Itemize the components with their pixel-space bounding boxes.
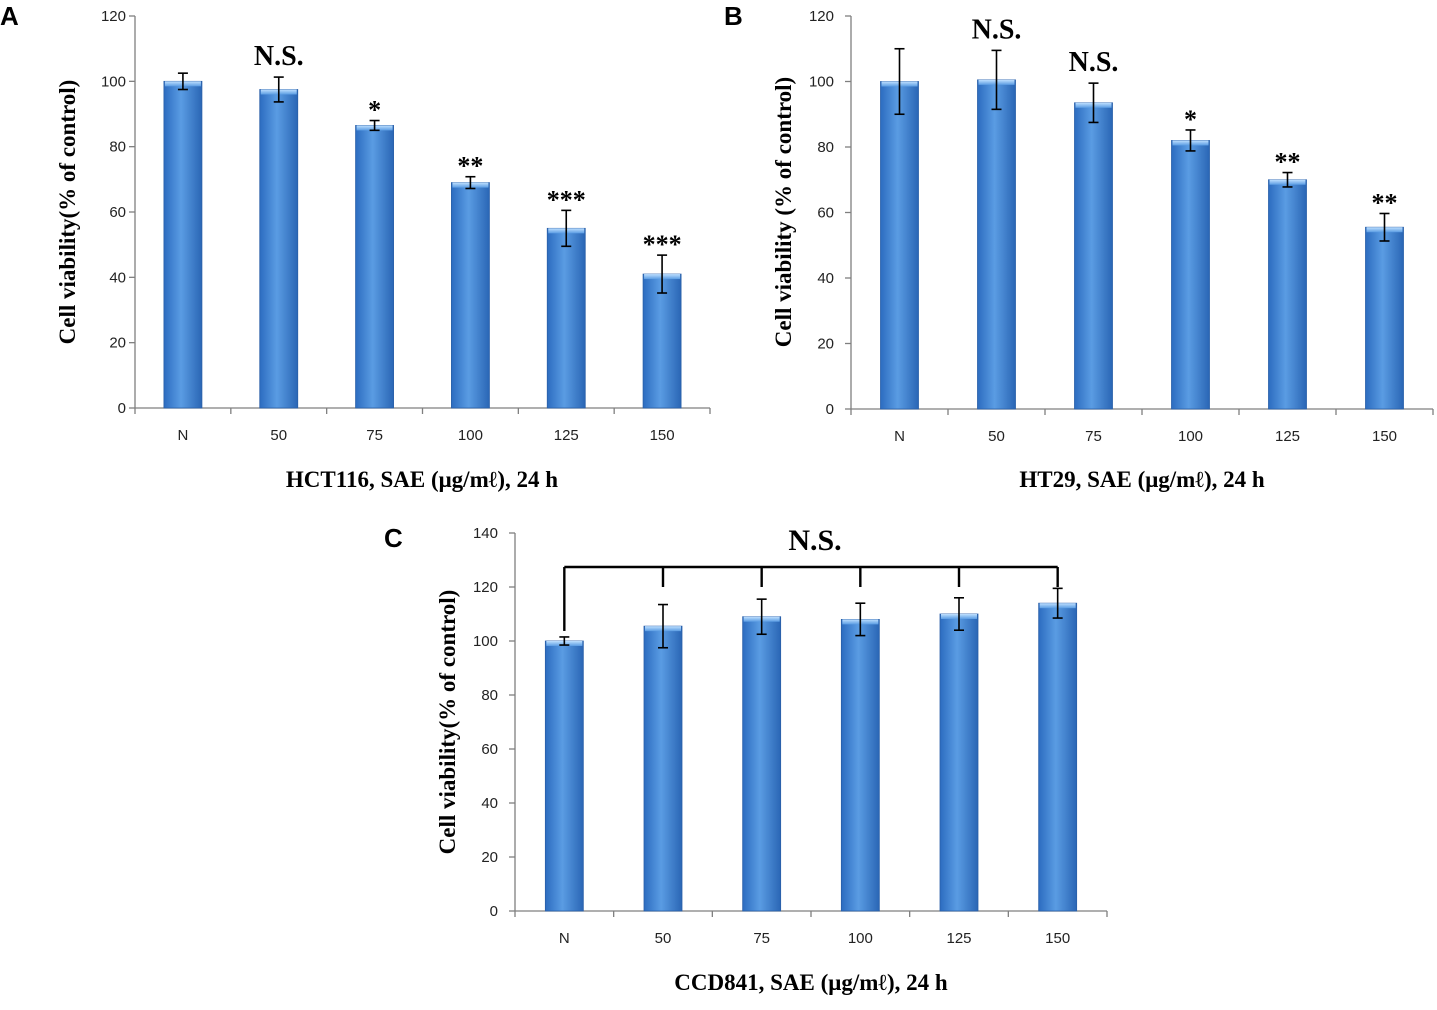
y-tick-label: 80: [817, 139, 834, 156]
x-axis-title: CCD841, SAE (μg/mℓ), 24 h: [674, 970, 948, 995]
x-axis-title: HT29, SAE (μg/mℓ), 24 h: [1019, 467, 1265, 492]
x-tick-label: 100: [1178, 428, 1203, 445]
bar: [1038, 602, 1078, 912]
panel-a: A Cell viability(% of control) HCT116, S…: [0, 1, 711, 492]
y-tick-label: 140: [473, 525, 498, 542]
x-tick-label: 100: [848, 930, 873, 947]
x-tick-label: 125: [1275, 428, 1300, 445]
significance-label: **: [1372, 188, 1398, 217]
y-tick-label: 100: [473, 633, 498, 650]
y-tick-label: 120: [809, 8, 834, 25]
bar: [163, 80, 203, 409]
x-tick-label: 75: [1085, 428, 1102, 445]
y-tick-label: 20: [109, 335, 126, 352]
bar: [451, 182, 490, 409]
y-tick-label: 60: [817, 205, 834, 222]
panel-letter-b: B: [724, 1, 743, 31]
bar: [742, 616, 782, 912]
y-tick-label: 20: [817, 336, 834, 353]
x-tick-label: 150: [1045, 930, 1070, 947]
significance-label: *: [1184, 105, 1197, 134]
x-tick-label: 150: [650, 427, 675, 444]
significance-label: N.S.: [1069, 47, 1119, 78]
x-tick-label: 75: [753, 930, 770, 947]
bar: [643, 625, 683, 912]
y-tick-label: 20: [481, 849, 498, 866]
bar: [1171, 140, 1210, 410]
y-tick-label: 40: [109, 269, 126, 286]
y-tick-label: 120: [101, 8, 126, 25]
y-tick-label: 80: [481, 687, 498, 704]
y-tick-label: 60: [481, 741, 498, 758]
significance-label: ***: [643, 230, 682, 259]
bar: [546, 227, 586, 409]
panel-b: B Cell viability (% of control) HT29, SA…: [724, 1, 1434, 492]
y-tick-label: 100: [809, 74, 834, 91]
y-tick-label: 0: [490, 903, 498, 920]
y-tick-label: 120: [473, 579, 498, 596]
y-axis-title: Cell viability(% of control): [55, 80, 80, 345]
x-tick-label: 50: [655, 930, 672, 947]
bar: [259, 89, 299, 409]
bar: [355, 125, 394, 409]
bar: [1074, 102, 1113, 410]
y-tick-label: 100: [101, 73, 126, 90]
panel-c: C Cell viability(% of control) CCD841, S…: [384, 523, 1108, 995]
x-tick-label: 150: [1372, 428, 1397, 445]
y-axis-title: Cell viability(% of control): [435, 590, 460, 855]
y-axis-title: Cell viability (% of control): [771, 77, 796, 347]
panel-letter-a: A: [0, 1, 19, 31]
bar: [1268, 179, 1307, 410]
x-tick-label: N: [894, 428, 905, 445]
y-tick-label: 80: [109, 139, 126, 156]
significance-label: **: [1275, 148, 1301, 177]
bar: [939, 613, 979, 912]
x-tick-label: 50: [270, 427, 287, 444]
bar: [840, 619, 880, 912]
x-tick-label: 125: [946, 930, 971, 947]
x-tick-label: N: [559, 930, 570, 947]
x-tick-label: 75: [366, 427, 383, 444]
significance-label: *: [368, 96, 381, 125]
bar: [880, 81, 919, 410]
y-tick-label: 60: [109, 204, 126, 221]
x-tick-label: 100: [458, 427, 483, 444]
bar: [544, 640, 584, 912]
x-tick-label: 50: [988, 428, 1005, 445]
x-tick-label: N: [177, 427, 188, 444]
y-tick-label: 40: [817, 270, 834, 287]
panel-letter-c: C: [384, 523, 403, 553]
bar: [1365, 226, 1404, 410]
significance-label: **: [457, 152, 483, 181]
y-tick-label: 0: [826, 401, 834, 418]
significance-label: N.S.: [254, 41, 304, 72]
bar: [642, 273, 682, 409]
y-tick-label: 40: [481, 795, 498, 812]
bar: [977, 79, 1016, 410]
significance-label: N.S.: [972, 14, 1022, 45]
significance-label: ***: [547, 185, 586, 214]
y-tick-label: 0: [118, 400, 126, 417]
x-axis-title: HCT116, SAE (μg/mℓ), 24 h: [286, 467, 558, 492]
x-tick-label: 125: [554, 427, 579, 444]
bracket-label: N.S.: [788, 524, 841, 557]
